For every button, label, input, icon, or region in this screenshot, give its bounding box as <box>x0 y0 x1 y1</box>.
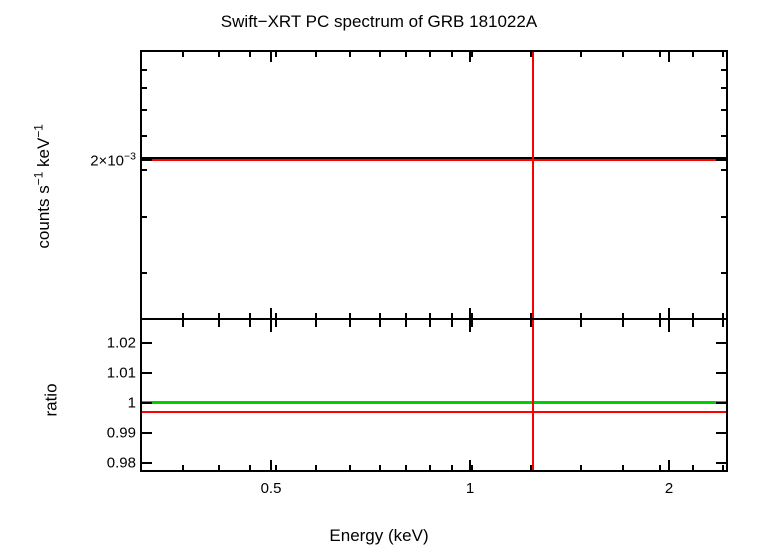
y-axis-label-ratio: ratio <box>42 383 62 416</box>
counts-panel <box>140 50 728 320</box>
unity-line <box>142 401 726 404</box>
model-line <box>142 159 726 161</box>
y-axis-label-counts: counts s−1 keV−1 <box>31 124 54 248</box>
energy-marker-top <box>532 52 534 318</box>
x-axis-label: Energy (keV) <box>329 526 428 546</box>
ratio-panel <box>140 320 728 472</box>
energy-marker-bottom <box>532 320 534 470</box>
ratio-line <box>142 411 726 413</box>
spectrum-chart: Swift−XRT PC spectrum of GRB 181022A cou… <box>0 0 758 556</box>
chart-title: Swift−XRT PC spectrum of GRB 181022A <box>221 12 537 32</box>
